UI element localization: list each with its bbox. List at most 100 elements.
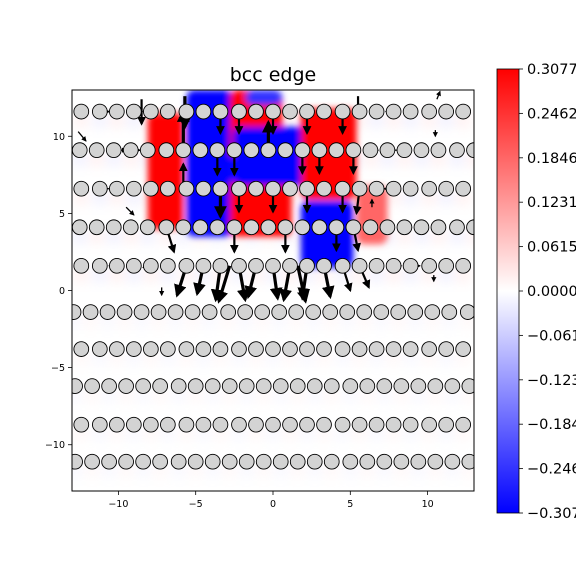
atom-marker <box>271 304 288 320</box>
atom-marker <box>393 453 410 470</box>
atom-marker <box>272 378 289 394</box>
atom-marker <box>243 219 260 236</box>
atom-marker <box>158 219 175 236</box>
atom-marker <box>101 378 117 394</box>
atom-marker <box>351 103 368 120</box>
atom-marker <box>466 219 474 236</box>
atom-marker <box>221 453 238 470</box>
atom-marker <box>402 416 419 433</box>
colorbar-tick-label: −0.246 <box>527 462 576 478</box>
atom-marker <box>204 453 221 470</box>
atom-marker <box>84 378 100 394</box>
atom-marker <box>282 180 298 197</box>
colorbar-ticks: 0.3077 0.2462 0.1846 0.1231 0.0615 0.0000 −0.0… <box>519 62 576 522</box>
displacement-arrow <box>125 206 135 216</box>
atom-marker <box>265 257 281 274</box>
displacement-arrow <box>436 90 441 100</box>
atom-marker <box>421 103 438 120</box>
atom-marker <box>430 219 447 236</box>
colorbar-tick-label: −0.123 <box>527 373 576 389</box>
atom-marker <box>91 341 108 357</box>
atom-marker <box>178 416 195 433</box>
atom-marker <box>356 304 373 320</box>
atom-marker <box>277 219 294 236</box>
atom-marker <box>73 416 90 433</box>
x-tick-label: −10 <box>108 499 128 510</box>
atom-marker <box>334 180 351 197</box>
atom-marker <box>402 341 419 357</box>
atom-marker <box>178 103 195 120</box>
atom-marker <box>345 219 362 236</box>
atom-marker <box>449 219 465 236</box>
colorbar-tick-label: 0.0615 <box>527 240 576 256</box>
atom-marker <box>73 257 90 274</box>
atom-marker <box>248 416 264 433</box>
atom-marker <box>212 103 229 120</box>
atom-marker <box>116 304 133 320</box>
colorbar-tick-label: 0.2462 <box>527 106 576 122</box>
colorbar-tick-label: 0.0000 <box>527 284 576 300</box>
atom-marker <box>105 142 122 159</box>
atom-marker <box>402 257 419 274</box>
atom-marker <box>385 341 402 357</box>
atom-marker <box>160 180 176 197</box>
atom-marker <box>231 416 247 433</box>
atom-marker <box>289 378 306 394</box>
atom-marker <box>289 453 306 470</box>
atom-marker <box>385 416 402 433</box>
atom-marker <box>108 341 125 357</box>
colorbar-tick-label: 0.3077 <box>527 62 576 78</box>
atom-marker <box>421 257 438 274</box>
atom-marker <box>99 304 116 320</box>
atom-marker <box>455 416 472 433</box>
atom-marker <box>122 142 139 159</box>
atom-marker <box>160 257 176 274</box>
atom-marker <box>316 416 332 433</box>
atom-marker <box>305 304 322 320</box>
atom-marker <box>73 341 90 357</box>
colorbar-tick-label: −0.307 <box>527 506 576 522</box>
atom-marker <box>231 180 247 197</box>
atom-marker <box>299 416 315 433</box>
chart-title: bcc edge <box>229 64 317 86</box>
atom-marker <box>455 103 472 120</box>
atom-marker <box>254 304 271 320</box>
atom-marker <box>430 142 447 159</box>
atom-marker <box>376 378 393 394</box>
atom-marker <box>444 378 461 394</box>
atom-marker <box>212 416 229 433</box>
atom-marker <box>385 180 402 197</box>
atom-marker <box>362 142 379 159</box>
y-tick-label: 5 <box>59 209 65 220</box>
atom-marker <box>438 103 455 120</box>
atom-marker <box>328 219 345 236</box>
atom-marker <box>231 341 247 357</box>
atom-marker <box>73 180 90 197</box>
atom-marker <box>328 142 345 159</box>
y-tick-label: 10 <box>53 132 65 143</box>
atom-marker <box>178 257 195 274</box>
atom-marker <box>212 341 229 357</box>
atom-marker <box>143 416 159 433</box>
atom-marker <box>88 142 105 159</box>
atom-marker <box>334 341 351 357</box>
atom-marker <box>373 304 390 320</box>
atom-marker <box>221 378 238 394</box>
atom-marker <box>334 257 351 274</box>
atom-marker <box>455 180 472 197</box>
atom-marker <box>195 103 212 120</box>
atom-marker <box>311 142 328 159</box>
atom-marker <box>158 142 175 159</box>
atom-marker <box>438 341 455 357</box>
atom-marker <box>421 180 438 197</box>
atom-marker <box>184 304 201 320</box>
atom-marker <box>255 378 272 394</box>
atom-marker <box>175 219 192 236</box>
atom-marker <box>178 341 195 357</box>
atom-marker <box>108 257 125 274</box>
atom-marker <box>160 416 176 433</box>
displacement-arrow <box>77 131 87 142</box>
atom-marker <box>170 378 187 394</box>
atom-marker <box>178 180 195 197</box>
